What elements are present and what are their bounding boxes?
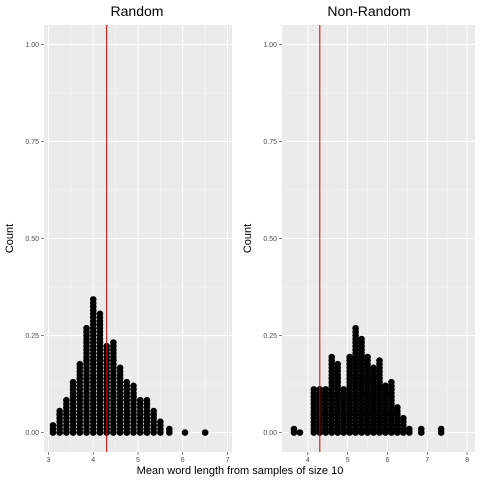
panel-right-data-dot	[400, 414, 407, 422]
panel-right-data-dot	[296, 429, 304, 436]
panel-right-data-dot	[364, 353, 371, 361]
panel-left-dots	[49, 296, 209, 436]
panel-right: Non-Random 0.00 0.25 0.50 0.75 1.00 4 5 6 7 8 Co…	[242, 3, 475, 464]
panel-left-x-tick-label: 5	[136, 457, 140, 464]
panel-right-data-dot	[334, 360, 342, 368]
panel-left-x-tick-label: 4	[91, 457, 95, 464]
panel-right-y-tick-label: 0.00	[263, 430, 277, 437]
panel-right-data-dot	[376, 357, 383, 364]
panel-right-y-tick-label: 0.75	[263, 139, 277, 146]
panel-right-dots	[290, 324, 445, 436]
panel-left-data-dot	[116, 364, 124, 372]
panel-left-title: Random	[111, 3, 164, 19]
panel-left-data-dot	[89, 296, 97, 303]
panel-left-data-dot	[76, 360, 84, 368]
panel-right-data-dot	[340, 386, 347, 393]
panel-left-data-dot	[83, 324, 90, 332]
panel-left-data-dot	[69, 378, 77, 386]
panel-left-data-dot	[130, 382, 137, 390]
panel-left-y-axis-title: Count	[4, 224, 16, 253]
panel-left-x-tick-label: 3	[47, 457, 51, 464]
panel-right-title: Non-Random	[327, 3, 410, 19]
panel-left-data-dot	[63, 396, 70, 404]
panel-right-x-tick-label: 4	[306, 457, 310, 464]
panel-left-data-dot	[157, 418, 164, 426]
panel-left-y-tick-label: 1.00	[25, 42, 39, 49]
panel-right-data-dot	[417, 425, 425, 433]
panel-right-data-dot	[310, 386, 318, 393]
panel-left-data-dot	[143, 396, 151, 404]
panel-right-data-dot	[290, 425, 298, 433]
panel-right-data-dot	[406, 425, 413, 433]
panel-left-y-tick-label: 0.50	[25, 236, 39, 243]
panel-left-y-tick-label: 0.75	[25, 139, 39, 146]
panel-right-y-tick-label: 0.25	[263, 333, 277, 340]
panel-right-data-dot	[358, 335, 365, 343]
panel-right-data-dot	[346, 353, 353, 361]
panel-right-y-ticks: 0.00 0.25 0.50 0.75 1.00	[263, 42, 282, 437]
panel-right-data-dot	[322, 386, 330, 393]
panel-left-x-tick-label: 7	[226, 457, 230, 464]
panel-right-data-dot	[394, 404, 401, 411]
panel-right-data-dot	[352, 324, 359, 332]
panel-left-data-dot	[96, 310, 104, 318]
panel-left-data-dot	[150, 407, 157, 415]
panel-right-x-ticks: 4 5 6 7 8	[306, 452, 469, 464]
panel-left-data-dot	[166, 425, 173, 433]
panel-left: Random 0.00 0.25 0.50 0.75 1.00 3 4 5 6 7 Count	[4, 3, 232, 464]
panel-right-y-tick-label: 1.00	[263, 42, 277, 49]
panel-right-data-dot	[388, 378, 395, 386]
panel-left-data-dot	[123, 378, 131, 386]
panel-right-data-dot	[370, 364, 377, 372]
panel-left-data-dot	[56, 407, 63, 415]
panel-left-x-tick-label: 6	[181, 457, 185, 464]
panel-left-data-dot	[49, 422, 57, 429]
panel-right-y-tick-label: 0.50	[263, 236, 277, 243]
panel-right-data-dot	[382, 382, 389, 390]
panel-left-data-dot	[136, 396, 144, 404]
panel-right-data-dot	[437, 425, 445, 433]
panel-left-data-dot	[181, 429, 189, 436]
panel-right-x-tick-label: 8	[465, 457, 469, 464]
panel-right-x-tick-label: 6	[386, 457, 390, 464]
panel-left-y-tick-label: 0.25	[25, 333, 39, 340]
panel-right-y-axis-title: Count	[242, 224, 254, 253]
panel-right-data-dot	[328, 353, 336, 361]
panel-right-x-tick-label: 5	[346, 457, 350, 464]
panel-left-x-ticks: 3 4 5 6 7	[47, 452, 230, 464]
panel-left-y-ticks: 0.00 0.25 0.50 0.75 1.00	[25, 42, 44, 437]
panel-right-x-tick-label: 7	[425, 457, 429, 464]
panel-left-data-dot	[201, 429, 209, 436]
shared-x-axis-title: Mean word length from samples of size 10	[137, 465, 344, 477]
panel-left-data-dot	[110, 339, 117, 346]
panel-left-y-tick-label: 0.00	[25, 430, 39, 437]
